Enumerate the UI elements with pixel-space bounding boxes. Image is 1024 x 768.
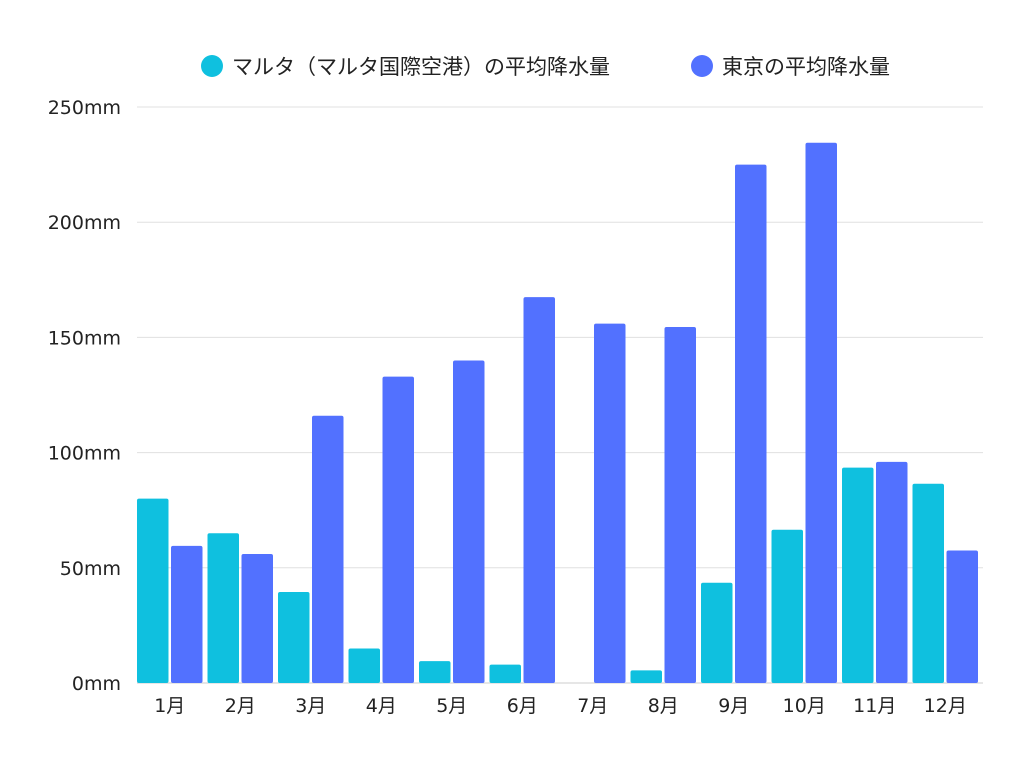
x-axis-tick-labels: 1月 2月 3月 4月 5月 6月 7月 8月 9月 10月 11月 12月 <box>154 695 967 717</box>
bar-malta[interactable] <box>842 467 874 683</box>
bar-tokyo[interactable] <box>523 297 556 683</box>
bar-malta[interactable] <box>489 664 522 683</box>
x-tick-label: 11月 <box>853 695 896 717</box>
y-tick-label: 100mm <box>48 443 121 465</box>
bar-tokyo[interactable] <box>241 553 274 683</box>
legend-swatch-tokyo <box>691 55 713 77</box>
bar-tokyo[interactable] <box>382 376 415 683</box>
y-tick-label: 250mm <box>48 97 121 119</box>
legend: マルタ（マルタ国際空港）の平均降水量 東京の平均降水量 <box>201 55 890 79</box>
y-tick-label: 50mm <box>60 558 121 580</box>
y-tick-label: 200mm <box>48 212 121 234</box>
x-tick-label: 12月 <box>924 695 967 717</box>
bar-malta[interactable] <box>630 670 663 683</box>
x-tick-label: 1月 <box>154 695 185 717</box>
legend-item-tokyo[interactable]: 東京の平均降水量 <box>691 55 890 79</box>
legend-swatch-malta <box>201 55 223 77</box>
x-tick-label: 3月 <box>295 695 326 717</box>
x-tick-label: 2月 <box>225 695 256 717</box>
x-tick-label: 8月 <box>648 695 679 717</box>
legend-item-malta[interactable]: マルタ（マルタ国際空港）の平均降水量 <box>201 55 610 79</box>
bar-malta[interactable] <box>348 648 381 683</box>
bars <box>137 142 979 684</box>
x-tick-label: 9月 <box>718 695 749 717</box>
x-tick-label: 4月 <box>366 695 397 717</box>
x-tick-label: 5月 <box>436 695 467 717</box>
bar-tokyo[interactable] <box>876 461 908 683</box>
x-tick-label: 7月 <box>577 695 608 717</box>
bar-tokyo[interactable] <box>312 415 344 683</box>
bar-tokyo[interactable] <box>946 550 979 683</box>
bar-malta[interactable] <box>912 483 945 683</box>
bar-tokyo[interactable] <box>594 323 626 683</box>
x-tick-label: 6月 <box>507 695 538 717</box>
bar-malta[interactable] <box>771 529 804 683</box>
bar-tokyo[interactable] <box>171 545 203 683</box>
bar-malta[interactable] <box>137 498 169 683</box>
bar-tokyo[interactable] <box>735 164 767 684</box>
legend-label-tokyo: 東京の平均降水量 <box>722 55 890 79</box>
y-tick-label: 0mm <box>72 673 121 695</box>
y-tick-label: 150mm <box>48 327 121 349</box>
bar-malta[interactable] <box>278 591 310 683</box>
bar-malta[interactable] <box>701 582 733 683</box>
bar-tokyo[interactable] <box>453 360 485 683</box>
y-axis-tick-labels: 0mm 50mm 100mm 150mm 200mm 250mm <box>48 97 121 695</box>
bar-tokyo[interactable] <box>805 142 838 683</box>
bar-tokyo[interactable] <box>664 327 697 683</box>
bar-malta[interactable] <box>419 661 451 683</box>
legend-label-malta: マルタ（マルタ国際空港）の平均降水量 <box>232 55 610 79</box>
gridlines <box>137 106 983 684</box>
bar-malta[interactable] <box>207 533 240 683</box>
x-tick-label: 10月 <box>783 695 826 717</box>
